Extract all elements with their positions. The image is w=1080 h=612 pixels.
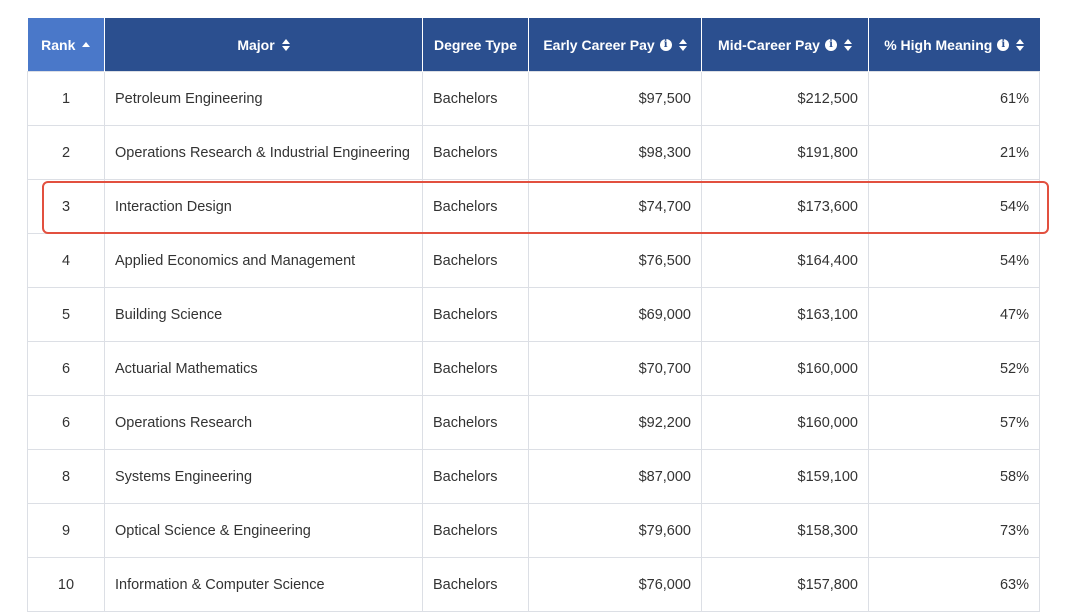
mid-career-pay-header-label: Mid-Career Pay — [718, 36, 820, 53]
mid-career-pay-cell: $164,400 — [701, 233, 869, 288]
early-career-pay-cell: $87,000 — [528, 449, 702, 504]
major-cell: Optical Science & Engineering — [104, 503, 423, 558]
table-body: 1 Petroleum Engineering Bachelors $97,50… — [27, 71, 1040, 612]
mid-career-pay-cell: $191,800 — [701, 125, 869, 180]
early-career-pay-cell: $97,500 — [528, 71, 702, 126]
high-meaning-cell: 63% — [868, 557, 1040, 612]
table-row: 4 Applied Economics and Management Bache… — [27, 233, 1040, 288]
header-row: Rank Major Deg — [27, 18, 1040, 72]
degree-type-cell: Bachelors — [422, 233, 529, 288]
degree-type-cell: Bachelors — [422, 503, 529, 558]
majors-table-container: Rank Major Deg — [27, 18, 1040, 612]
table-row-highlighted: 3 Interaction Design Bachelors $74,700 $… — [27, 179, 1040, 234]
high-meaning-column-header[interactable]: % High Meaning i — [868, 18, 1040, 72]
degree-type-cell: Bachelors — [422, 71, 529, 126]
mid-career-pay-cell: $159,100 — [701, 449, 869, 504]
mid-career-pay-cell: $160,000 — [701, 341, 869, 396]
degree-type-cell: Bachelors — [422, 395, 529, 450]
rank-header-label: Rank — [41, 36, 76, 53]
degree-type-cell: Bachelors — [422, 125, 529, 180]
mid-career-pay-cell: $157,800 — [701, 557, 869, 612]
table-row: 6 Operations Research Bachelors $92,200 … — [27, 395, 1040, 450]
rank-cell: 5 — [27, 287, 105, 342]
info-icon[interactable]: i — [824, 38, 837, 51]
early-career-pay-cell: $76,500 — [528, 233, 702, 288]
mid-career-pay-cell: $173,600 — [701, 179, 869, 234]
mid-career-pay-cell: $160,000 — [701, 395, 869, 450]
early-career-pay-header-label: Early Career Pay — [543, 36, 655, 53]
high-meaning-cell: 57% — [868, 395, 1040, 450]
high-meaning-cell: 61% — [868, 71, 1040, 126]
table-header: Rank Major Deg — [27, 18, 1040, 72]
major-cell: Information & Computer Science — [104, 557, 423, 612]
major-column-header[interactable]: Major — [104, 18, 423, 72]
mid-career-pay-cell: $163,100 — [701, 287, 869, 342]
rank-cell: 4 — [27, 233, 105, 288]
rank-cell: 6 — [27, 341, 105, 396]
high-meaning-cell: 21% — [868, 125, 1040, 180]
degree-type-column-header: Degree Type — [422, 18, 529, 72]
table-row: 10 Information & Computer Science Bachel… — [27, 557, 1040, 612]
degree-type-cell: Bachelors — [422, 179, 529, 234]
table-row: 8 Systems Engineering Bachelors $87,000 … — [27, 449, 1040, 504]
major-cell: Interaction Design — [104, 179, 423, 234]
early-career-pay-cell: $92,200 — [528, 395, 702, 450]
rank-cell: 8 — [27, 449, 105, 504]
table-row: 1 Petroleum Engineering Bachelors $97,50… — [27, 71, 1040, 126]
rank-cell: 2 — [27, 125, 105, 180]
degree-type-cell: Bachelors — [422, 449, 529, 504]
table-row: 5 Building Science Bachelors $69,000 $16… — [27, 287, 1040, 342]
major-cell: Building Science — [104, 287, 423, 342]
mid-career-pay-column-header[interactable]: Mid-Career Pay i — [701, 18, 869, 72]
early-career-pay-cell: $79,600 — [528, 503, 702, 558]
sort-icon[interactable] — [281, 38, 290, 51]
high-meaning-cell: 47% — [868, 287, 1040, 342]
early-career-pay-cell: $69,000 — [528, 287, 702, 342]
mid-career-pay-cell: $212,500 — [701, 71, 869, 126]
major-cell: Actuarial Mathematics — [104, 341, 423, 396]
high-meaning-cell: 54% — [868, 179, 1040, 234]
major-cell: Systems Engineering — [104, 449, 423, 504]
high-meaning-header-label: % High Meaning — [884, 36, 993, 53]
table-row: 9 Optical Science & Engineering Bachelor… — [27, 503, 1040, 558]
major-cell: Applied Economics and Management — [104, 233, 423, 288]
high-meaning-cell: 54% — [868, 233, 1040, 288]
degree-type-header-label: Degree Type — [434, 36, 517, 53]
sort-icon[interactable] — [1016, 38, 1025, 51]
high-meaning-cell: 73% — [868, 503, 1040, 558]
rank-cell: 6 — [27, 395, 105, 450]
rank-cell: 9 — [27, 503, 105, 558]
high-meaning-cell: 58% — [868, 449, 1040, 504]
high-meaning-cell: 52% — [868, 341, 1040, 396]
degree-type-cell: Bachelors — [422, 557, 529, 612]
rank-column-header[interactable]: Rank — [27, 18, 105, 72]
rank-cell: 1 — [27, 71, 105, 126]
majors-salary-table: Rank Major Deg — [27, 18, 1040, 612]
info-icon[interactable]: i — [997, 38, 1010, 51]
major-cell: Petroleum Engineering — [104, 71, 423, 126]
table-row: 6 Actuarial Mathematics Bachelors $70,70… — [27, 341, 1040, 396]
table-row: 2 Operations Research & Industrial Engin… — [27, 125, 1040, 180]
rank-cell: 10 — [27, 557, 105, 612]
rank-cell: 3 — [27, 179, 105, 234]
major-cell: Operations Research — [104, 395, 423, 450]
early-career-pay-cell: $70,700 — [528, 341, 702, 396]
early-career-pay-cell: $98,300 — [528, 125, 702, 180]
degree-type-cell: Bachelors — [422, 341, 529, 396]
sort-icon[interactable] — [678, 38, 687, 51]
early-career-pay-column-header[interactable]: Early Career Pay i — [528, 18, 702, 72]
degree-type-cell: Bachelors — [422, 287, 529, 342]
info-icon[interactable]: i — [659, 38, 672, 51]
sort-icon[interactable] — [843, 38, 852, 51]
mid-career-pay-cell: $158,300 — [701, 503, 869, 558]
major-cell: Operations Research & Industrial Enginee… — [104, 125, 423, 180]
major-header-label: Major — [237, 36, 275, 53]
sort-ascending-icon[interactable] — [82, 42, 91, 47]
early-career-pay-cell: $76,000 — [528, 557, 702, 612]
early-career-pay-cell: $74,700 — [528, 179, 702, 234]
